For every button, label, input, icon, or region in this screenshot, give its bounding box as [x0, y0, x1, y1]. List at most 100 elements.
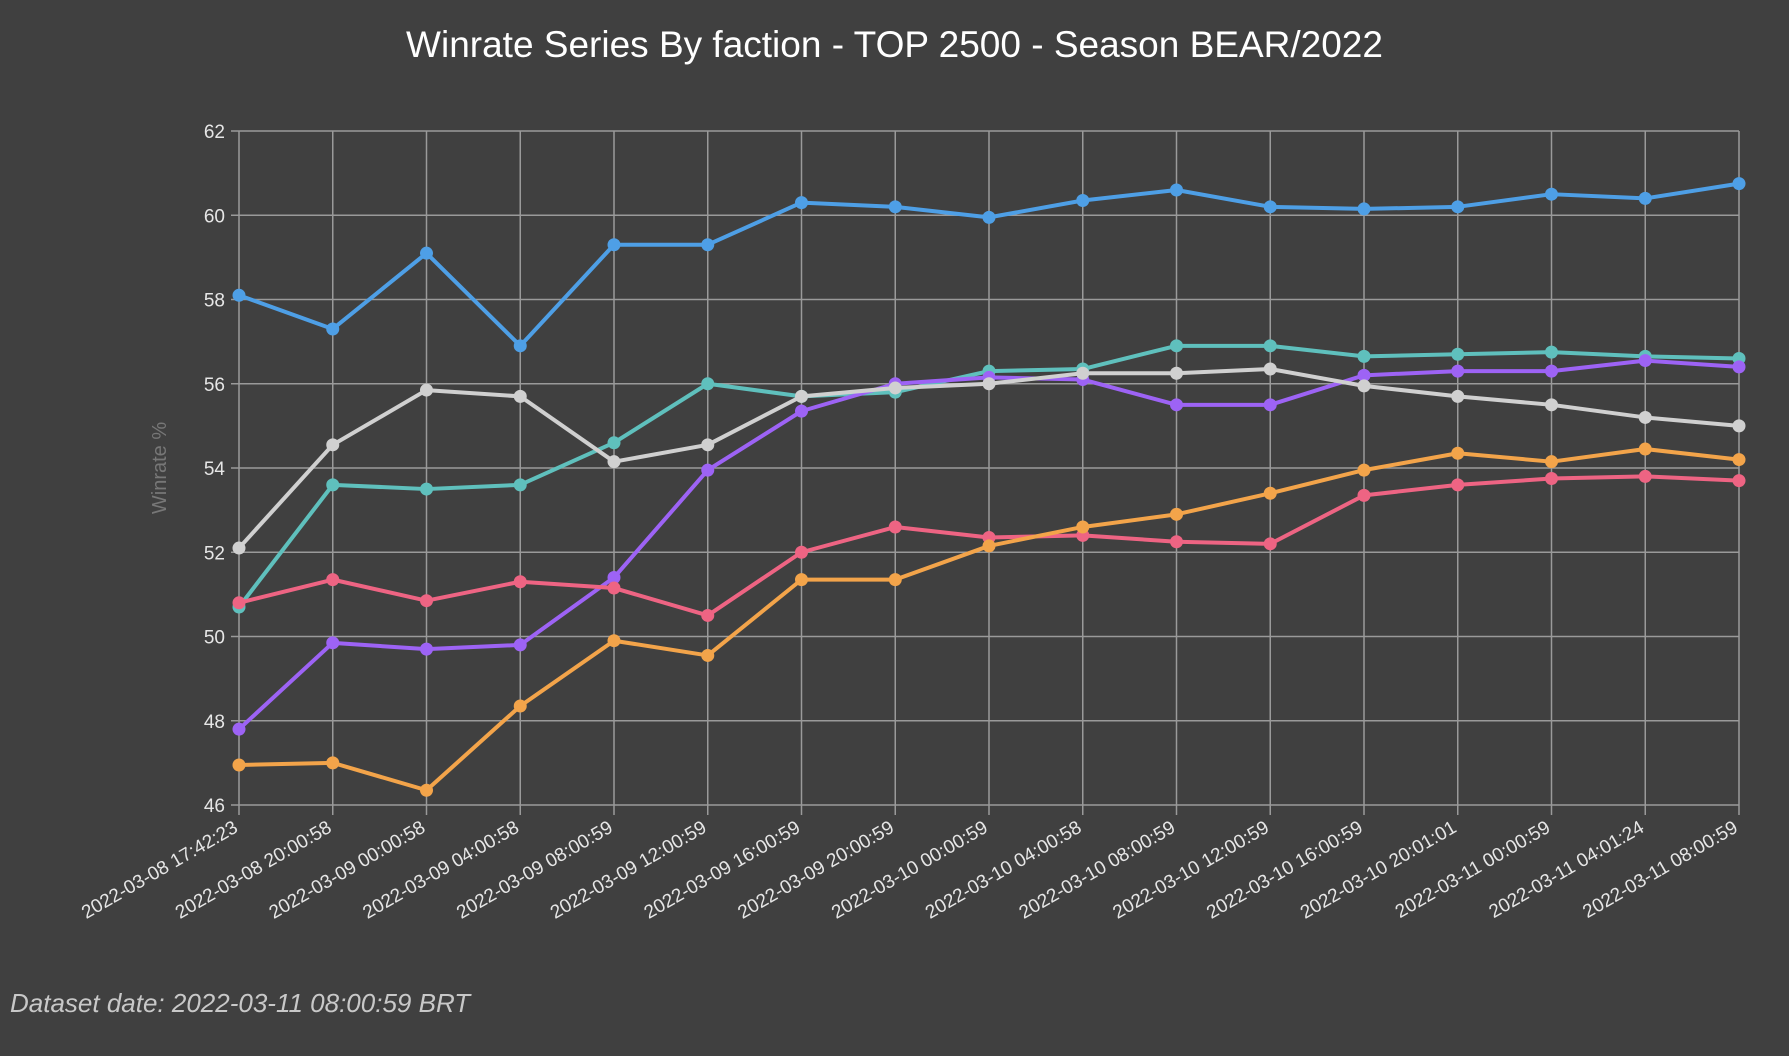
- data-point: [420, 246, 433, 260]
- data-point: [701, 463, 715, 477]
- x-tick-label: 2022-03-09 16:00:59: [641, 817, 804, 923]
- data-point: [1263, 398, 1277, 412]
- data-point: [1263, 486, 1277, 500]
- data-point: [607, 571, 621, 585]
- data-point: [232, 596, 246, 610]
- data-point: [1357, 202, 1371, 216]
- x-tick-label: 2022-03-08 20:00:58: [172, 817, 335, 923]
- data-point: [1638, 191, 1652, 205]
- x-tick-label: 2022-03-10 12:00:59: [1109, 817, 1272, 923]
- data-point: [1170, 507, 1183, 521]
- data-point: [795, 404, 808, 418]
- data-point: [1545, 472, 1558, 486]
- x-tick-label: 2022-03-08 17:42:23: [78, 817, 241, 923]
- data-point: [420, 383, 433, 397]
- data-point: [326, 322, 340, 336]
- data-point: [1638, 410, 1652, 424]
- data-point: [232, 288, 246, 302]
- data-point: [1638, 442, 1652, 456]
- data-point: [1263, 339, 1277, 353]
- data-point: [701, 608, 715, 622]
- data-point: [513, 699, 527, 713]
- data-point: [1732, 453, 1746, 467]
- data-point: [1451, 389, 1465, 403]
- data-point: [1732, 419, 1746, 433]
- data-point: [513, 478, 527, 492]
- data-point: [1638, 469, 1652, 483]
- data-point: [1263, 362, 1277, 376]
- y-tick-label: 54: [204, 459, 226, 480]
- data-point: [326, 478, 340, 492]
- data-point: [326, 573, 340, 587]
- x-tick-label: 2022-03-10 08:00:59: [1016, 817, 1179, 923]
- data-point: [1732, 177, 1746, 191]
- y-axis-label: Winrate %: [149, 422, 171, 514]
- data-point: [607, 581, 621, 595]
- data-point: [326, 756, 340, 770]
- y-tick-label: 58: [204, 291, 225, 312]
- data-point: [607, 455, 621, 469]
- x-tick-label: 2022-03-09 12:00:59: [547, 817, 710, 923]
- x-tick-label: 2022-03-11 04:01:24: [1486, 817, 1648, 923]
- data-point: [1451, 347, 1465, 361]
- x-tick-label: 2022-03-09 08:00:59: [453, 817, 616, 923]
- y-tick-label: 62: [204, 122, 225, 143]
- data-point: [1545, 364, 1558, 378]
- y-tick-label: 56: [204, 375, 225, 396]
- data-point: [420, 783, 433, 797]
- data-point: [513, 575, 527, 589]
- data-point: [513, 339, 527, 353]
- data-point: [701, 377, 715, 391]
- data-point: [888, 520, 902, 534]
- data-point: [232, 758, 246, 772]
- data-point: [701, 438, 715, 452]
- data-point: [795, 545, 808, 559]
- data-point: [982, 539, 996, 553]
- x-tick-label: 2022-03-11 00:00:59: [1392, 817, 1554, 923]
- data-point: [1545, 398, 1558, 412]
- data-point: [1076, 366, 1090, 380]
- data-point: [326, 636, 340, 650]
- data-point: [1545, 187, 1558, 201]
- data-point: [232, 722, 246, 736]
- data-point: [1357, 379, 1371, 393]
- data-point: [1451, 364, 1465, 378]
- data-point: [1170, 398, 1183, 412]
- data-point: [420, 642, 433, 656]
- data-point: [795, 573, 808, 587]
- data-point: [888, 573, 902, 587]
- data-point: [607, 238, 621, 252]
- data-point: [1451, 200, 1465, 214]
- data-point: [420, 482, 433, 496]
- data-point: [701, 648, 715, 662]
- data-point: [513, 638, 527, 652]
- x-tick-label: 2022-03-10 00:00:59: [828, 817, 991, 923]
- data-point: [1170, 366, 1183, 380]
- x-tick-label: 2022-03-10 16:00:59: [1203, 817, 1366, 923]
- y-tick-label: 48: [204, 712, 225, 733]
- data-point: [888, 381, 902, 395]
- x-tick-label: 2022-03-10 04:00:58: [922, 817, 1085, 923]
- data-point: [232, 541, 246, 555]
- data-point: [701, 238, 715, 252]
- data-point: [795, 389, 808, 403]
- data-point: [1638, 354, 1652, 368]
- chart-title: Winrate Series By faction - TOP 2500 - S…: [406, 24, 1383, 65]
- data-point: [607, 436, 621, 450]
- x-tick-label: 2022-03-09 20:00:59: [734, 817, 897, 923]
- data-point: [420, 594, 433, 608]
- x-tick-label: 2022-03-10 20:01:01: [1297, 817, 1460, 923]
- dataset-date: Dataset date: 2022-03-11 08:00:59 BRT: [10, 988, 471, 1018]
- data-point: [1451, 478, 1465, 492]
- data-point: [1170, 183, 1183, 197]
- data-point: [1732, 360, 1746, 374]
- data-point: [1357, 463, 1371, 477]
- data-point: [1451, 446, 1465, 460]
- x-tick-label: 2022-03-09 04:00:58: [359, 817, 522, 923]
- y-tick-label: 46: [204, 796, 225, 817]
- data-point: [1263, 537, 1277, 551]
- x-tick-label: 2022-03-11 08:00:59: [1579, 817, 1741, 923]
- data-point: [1357, 488, 1371, 502]
- data-point: [1263, 200, 1277, 214]
